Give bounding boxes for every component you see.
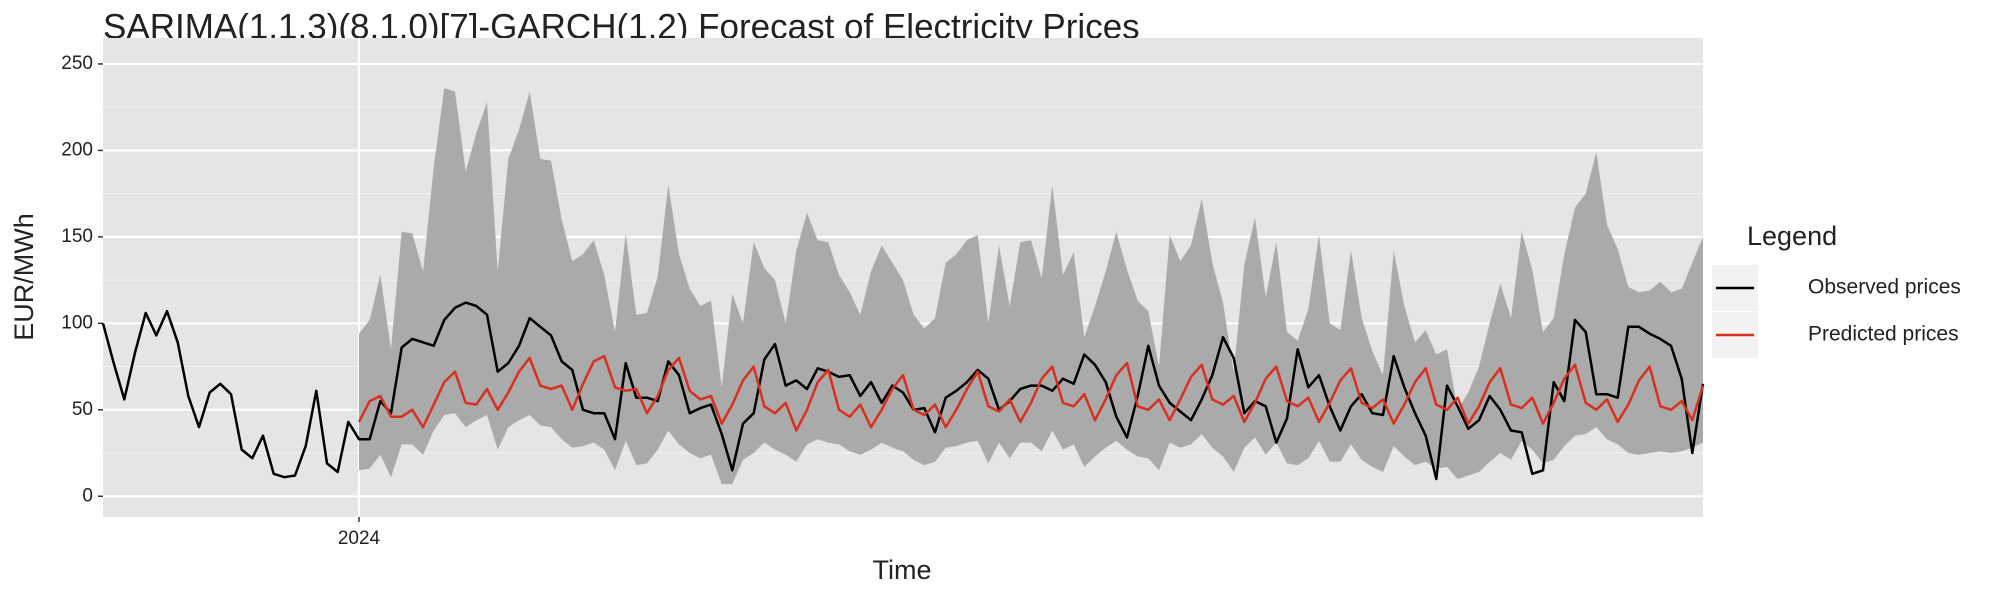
y-axis-title: EUR/MWh (9, 213, 39, 341)
confidence-band (359, 88, 1703, 485)
legend-title: Legend (1747, 221, 1837, 251)
y-tick-label: 0 (82, 485, 93, 506)
series-line (357, 354, 1705, 432)
y-tick-label: 100 (61, 312, 93, 333)
x-tick-label: 2024 (338, 528, 381, 549)
legend-label: Predicted prices (1808, 323, 1959, 346)
legend-label: Observed prices (1808, 276, 1961, 299)
y-tick-label: 250 (61, 53, 93, 74)
x-axis-title: Time (873, 555, 932, 585)
y-tick-label: 150 (61, 226, 93, 247)
series-line (101, 301, 1705, 481)
y-tick-label: 200 (61, 139, 93, 160)
y-tick-label: 50 (72, 399, 93, 420)
